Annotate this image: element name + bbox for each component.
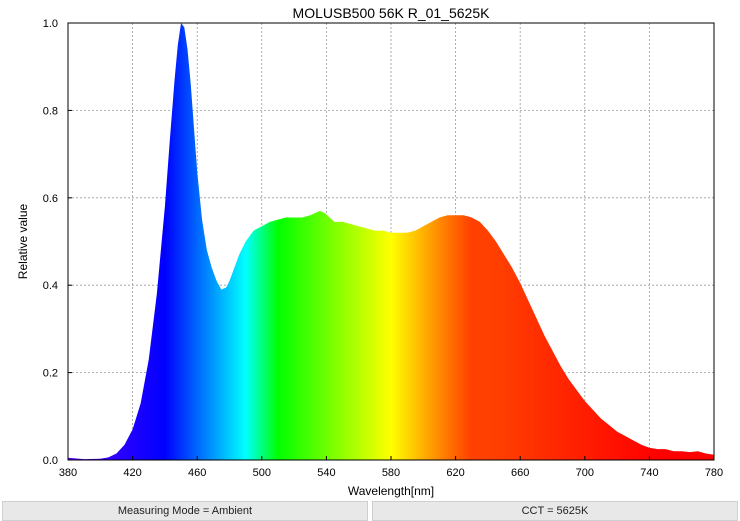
- y-tick-label: 0.4: [43, 280, 58, 292]
- x-tick-label: 780: [705, 467, 723, 479]
- spectrum-chart: 380 420 460 500 540 580 620 660 700 740 780 0.0 0.2…: [16, 5, 723, 498]
- x-tick-label: 660: [511, 467, 529, 479]
- measuring-mode-label: Measuring Mode = Ambient: [2, 501, 368, 521]
- chart-title: MOLUSB500 56K R_01_5625K: [293, 5, 491, 21]
- x-tick-label: 380: [59, 467, 77, 479]
- y-tick-label: 0.2: [43, 368, 58, 380]
- x-axis-label: Wavelength[nm]: [348, 484, 434, 498]
- x-tick-label: 580: [382, 467, 400, 479]
- y-tick-label: 0.6: [43, 193, 58, 205]
- y-axis-label: Relative value: [16, 203, 30, 279]
- status-footer: Measuring Mode = Ambient CCT = 5625K: [0, 501, 740, 521]
- y-tick-label: 1.0: [43, 18, 58, 30]
- x-tick-label: 500: [253, 467, 271, 479]
- y-tick-labels: 0.0 0.2 0.4 0.6 0.8 1.0: [43, 18, 72, 467]
- y-tick-label: 0.0: [43, 455, 58, 467]
- y-tick-label: 0.8: [43, 105, 58, 117]
- x-tick-labels: 380 420 460 500 540 580 620 660 700 740 780: [59, 456, 723, 479]
- x-tick-label: 700: [576, 467, 594, 479]
- x-tick-label: 740: [640, 467, 658, 479]
- spectrum-area: [68, 23, 714, 460]
- x-tick-label: 420: [123, 467, 141, 479]
- x-tick-label: 540: [317, 467, 335, 479]
- chart-canvas: 380 420 460 500 540 580 620 660 700 740 780 0.0 0.2…: [16, 5, 723, 498]
- spectrum-series-area: [68, 23, 714, 460]
- x-tick-label: 460: [188, 467, 206, 479]
- cct-label: CCT = 5625K: [372, 501, 738, 521]
- x-tick-label: 620: [446, 467, 464, 479]
